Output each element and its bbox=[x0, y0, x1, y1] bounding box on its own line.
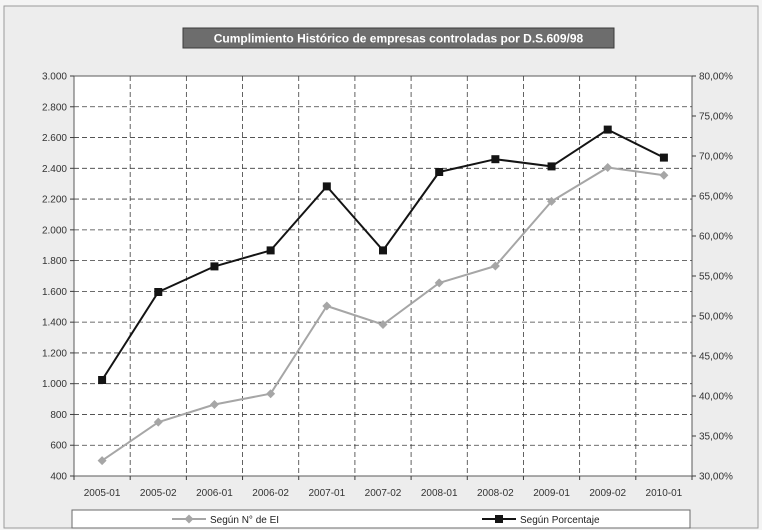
x-tick-label: 2010-01 bbox=[646, 488, 683, 499]
legend-marker-ei bbox=[184, 514, 194, 524]
left-tick-label: 2.000 bbox=[42, 225, 67, 236]
x-tick-label: 2009-01 bbox=[533, 488, 570, 499]
chart-title: Cumplimiento Histórico de empresas contr… bbox=[214, 32, 584, 46]
data-point-ei bbox=[490, 261, 500, 271]
x-tick-label: 2007-01 bbox=[308, 488, 345, 499]
data-point-porcentaje bbox=[379, 246, 387, 255]
data-point-porcentaje bbox=[98, 376, 107, 384]
data-point-porcentaje bbox=[322, 182, 331, 191]
legend-label-porcentaje: Según Porcentaje bbox=[520, 515, 600, 526]
right-tick-label: 70,00% bbox=[699, 152, 733, 163]
x-tick-label: 2008-02 bbox=[477, 488, 514, 499]
left-tick-label: 2.600 bbox=[42, 133, 67, 144]
left-tick-label: 2.800 bbox=[42, 102, 67, 113]
x-tick-label: 2007-02 bbox=[365, 488, 402, 499]
data-point-porcentaje bbox=[210, 262, 219, 271]
right-tick-label: 50,00% bbox=[699, 312, 733, 323]
chart-title-group: Cumplimiento Histórico de empresas contr… bbox=[182, 27, 615, 49]
x-tick-label: 2005-02 bbox=[140, 488, 177, 499]
x-tick-label: 2006-02 bbox=[252, 488, 289, 499]
data-point-ei bbox=[547, 196, 557, 206]
right-tick-label: 55,00% bbox=[699, 272, 733, 283]
data-point-porcentaje bbox=[491, 155, 500, 164]
series-layer bbox=[97, 125, 669, 466]
data-point-porcentaje bbox=[547, 162, 556, 171]
right-tick-label: 35,00% bbox=[699, 432, 733, 443]
legend-marker-porcentaje bbox=[495, 515, 503, 523]
left-tick-label: 1.400 bbox=[42, 318, 67, 329]
right-tick-label: 60,00% bbox=[699, 232, 733, 243]
chart-title-box bbox=[182, 27, 615, 49]
right-tick-label: 30,00% bbox=[699, 472, 733, 483]
right-tick-label: 40,00% bbox=[699, 392, 733, 403]
legend-label-ei: Según N° de EI bbox=[210, 515, 279, 526]
data-point-ei bbox=[659, 170, 669, 180]
left-tick-label: 1.200 bbox=[42, 348, 67, 359]
legend: Según N° de EI Según Porcentaje bbox=[71, 509, 691, 529]
data-point-ei bbox=[378, 319, 388, 329]
x-tick-label: 2008-01 bbox=[421, 488, 458, 499]
left-tick-label: 2.400 bbox=[42, 164, 67, 175]
data-point-ei bbox=[153, 417, 163, 427]
data-point-ei bbox=[97, 456, 107, 466]
data-point-ei bbox=[266, 389, 276, 399]
left-tick-label: 1.000 bbox=[42, 379, 67, 390]
x-tick-label: 2006-01 bbox=[196, 488, 233, 499]
left-tick-label: 800 bbox=[50, 410, 67, 421]
legend-box bbox=[71, 509, 691, 529]
data-point-ei bbox=[209, 399, 219, 409]
right-tick-label: 75,00% bbox=[699, 112, 733, 123]
left-tick-label: 1.800 bbox=[42, 256, 67, 267]
left-tick-label: 3.000 bbox=[42, 72, 67, 83]
right-tick-label: 80,00% bbox=[699, 72, 733, 83]
axis-layer: 400 600 800 1.000 1.200 1.400 1.600 1.800 2.000 2… bbox=[42, 72, 733, 500]
x-tick-label: 2009-02 bbox=[589, 488, 626, 499]
data-point-porcentaje bbox=[266, 246, 275, 255]
data-point-ei bbox=[322, 301, 332, 311]
left-tick-label: 1.600 bbox=[42, 287, 67, 298]
data-point-porcentaje bbox=[659, 153, 668, 162]
x-tick-label: 2005-01 bbox=[84, 488, 121, 499]
data-point-porcentaje bbox=[154, 288, 163, 296]
data-point-ei bbox=[434, 278, 444, 288]
right-tick-label: 45,00% bbox=[699, 352, 733, 363]
left-tick-label: 400 bbox=[50, 472, 67, 483]
data-point-porcentaje bbox=[435, 168, 444, 176]
left-tick-label: 2.200 bbox=[42, 195, 67, 206]
left-tick-label: 600 bbox=[50, 441, 67, 452]
data-point-porcentaje bbox=[603, 125, 612, 134]
right-tick-label: 65,00% bbox=[699, 192, 733, 203]
data-point-ei bbox=[603, 163, 613, 173]
